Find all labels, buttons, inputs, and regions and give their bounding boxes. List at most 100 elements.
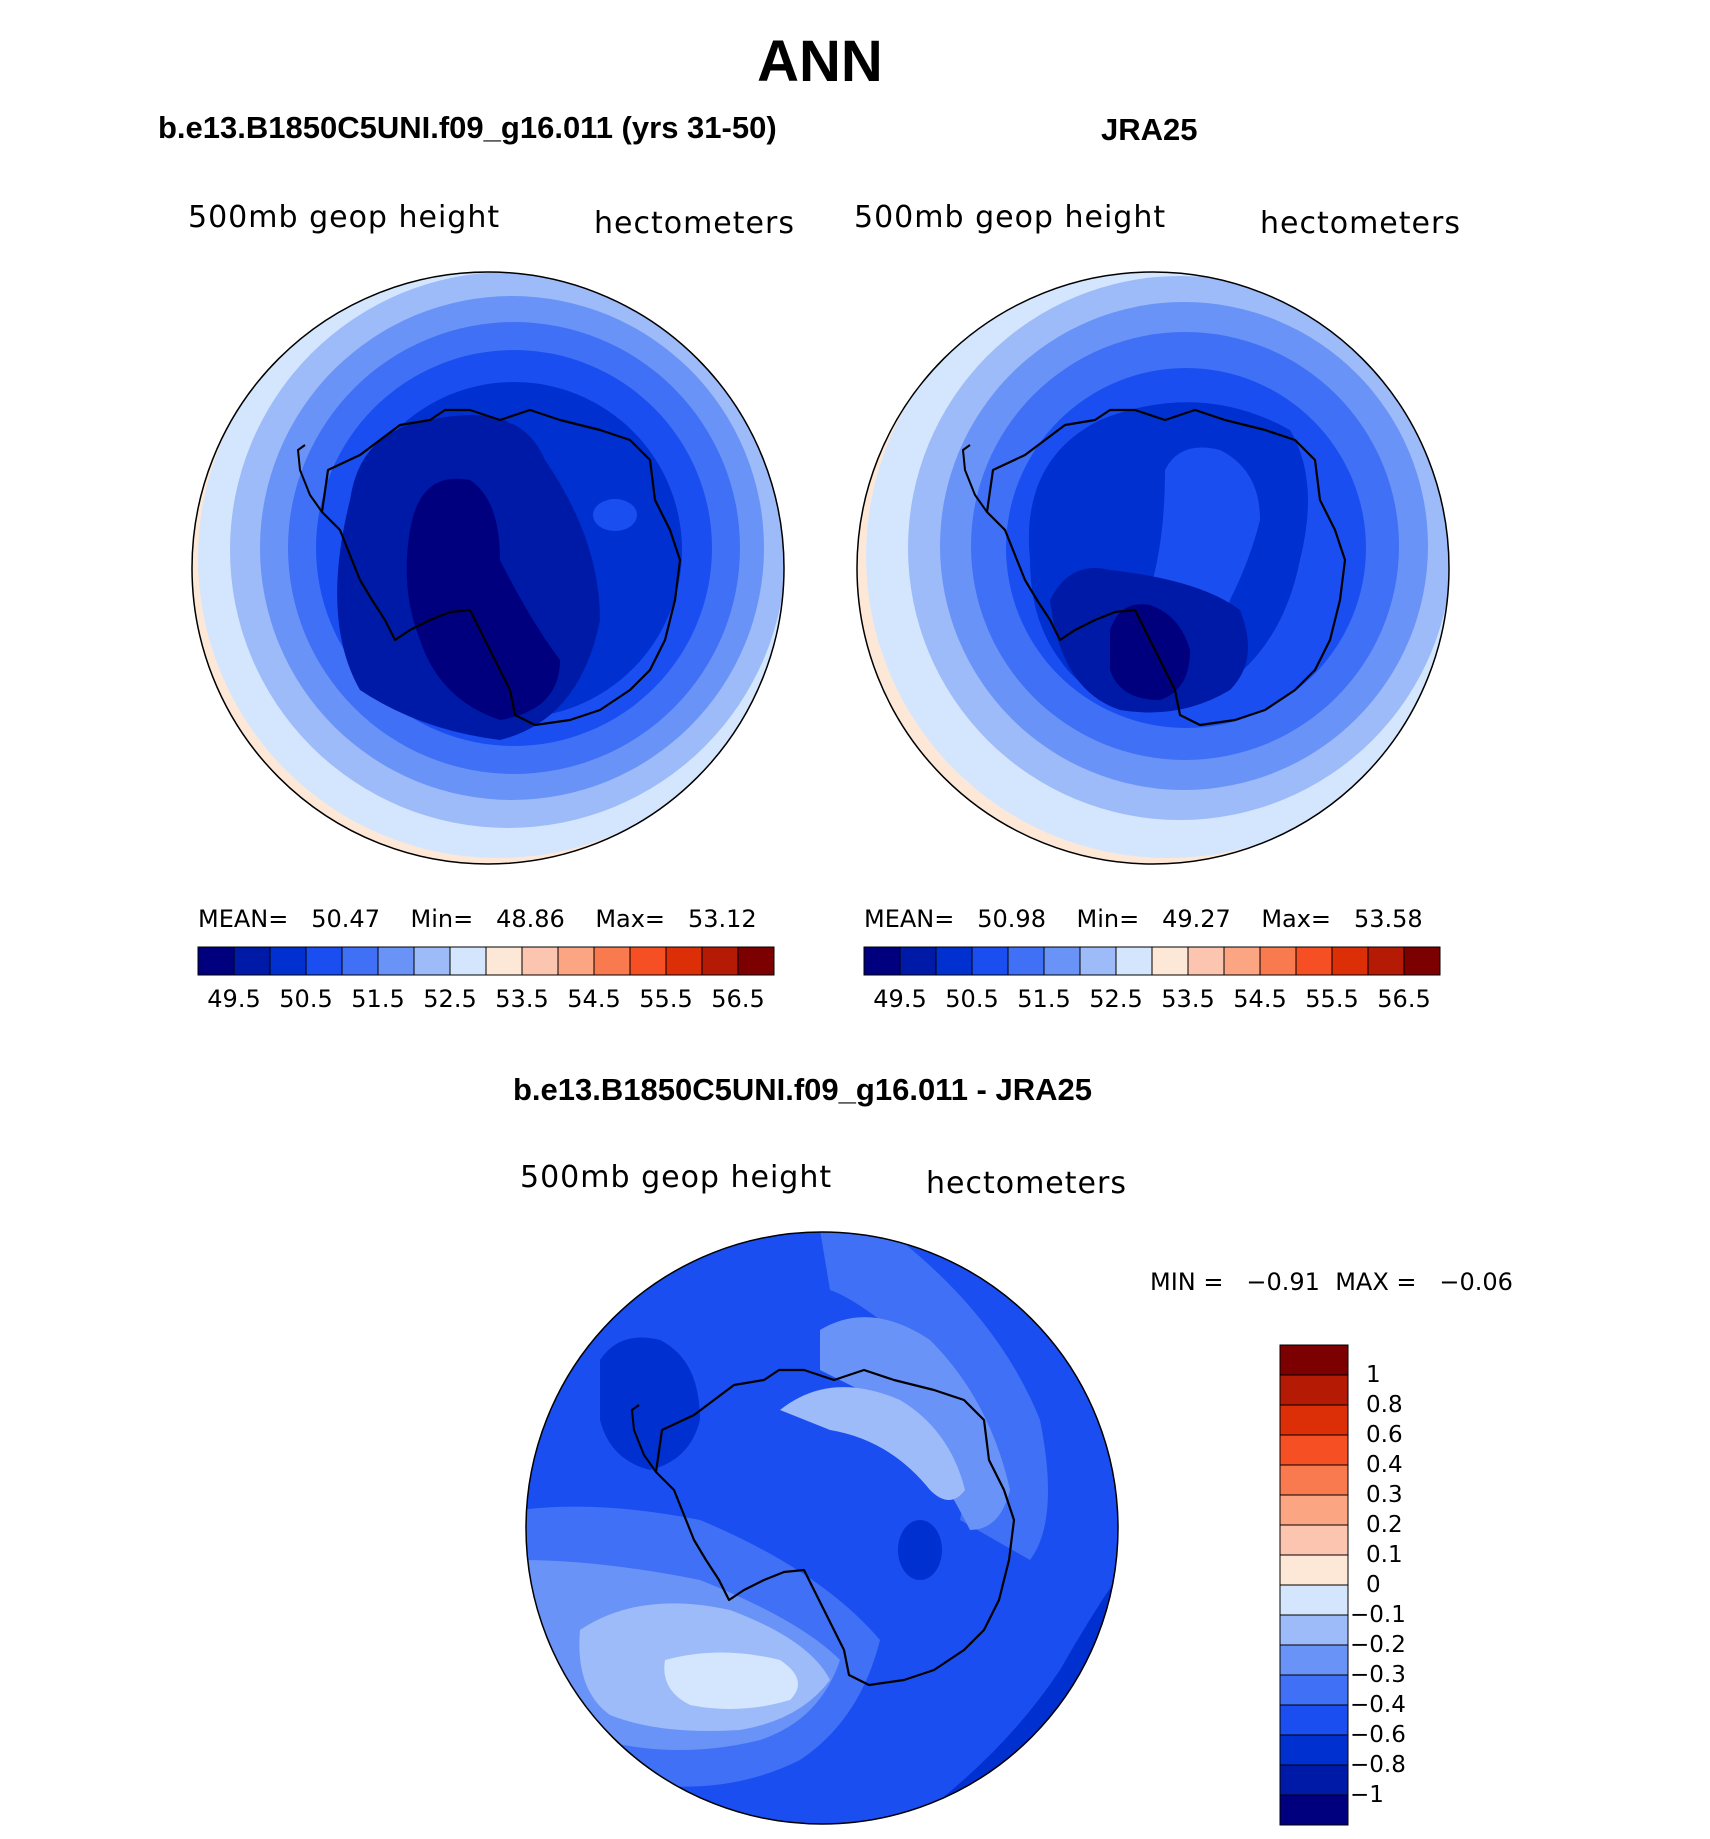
colorbar-swatch [1187,946,1225,976]
colorbar-swatch [1279,1464,1349,1496]
colorbar-swatch [629,946,667,976]
colorbar-swatch [1279,1704,1349,1736]
panel-2-title: JRA25 [1101,112,1198,147]
colorbar-swatch [1151,946,1189,976]
colorbar-swatch [305,946,343,976]
panel-3-min-label: MIN = [1150,1268,1224,1296]
colorbar-swatch [863,946,901,976]
colorbar-tick-label: 0.2 [1366,1512,1403,1538]
colorbar-tick-label: 54.5 [1233,985,1287,1013]
colorbar-swatch [1279,1344,1349,1376]
colorbar-tick-label: 52.5 [1089,985,1143,1013]
colorbar-tick-label: 49.5 [207,985,261,1013]
panel-2-mean-label: MEAN= [864,905,955,933]
colorbar-swatch [593,946,631,976]
panel-3-variable-label: 500mb geop height [520,1160,833,1195]
colorbar-swatch [1279,1554,1349,1586]
panel-1-min-label: Min= [410,905,474,933]
colorbar-swatch [899,946,937,976]
panel-1-mean-label: MEAN= [198,905,289,933]
colorbar-swatch [665,946,703,976]
panel-1-units-label: hectometers [594,206,795,241]
colorbar-tick-label: 0.1 [1366,1542,1403,1568]
panel-2-variable-label: 500mb geop height [854,200,1167,235]
colorbar-swatch [1279,1674,1349,1706]
colorbar-swatch [1279,1374,1349,1406]
panel-3-units-label: hectometers [926,1166,1127,1201]
main-title: ANN [757,29,883,94]
colorbar-swatch [1279,1764,1349,1796]
panel-1-variable-label: 500mb geop height [188,200,501,235]
panel-2-colorbar-labels: 49.5 50.5 51.5 52.5 53.5 54.5 55.5 56.5 [864,985,1440,1015]
colorbar-swatch [1279,1644,1349,1676]
colorbar-swatch [971,946,1009,976]
panel-2-units-label: hectometers [1260,206,1461,241]
panel-2-stats: MEAN= 50.98 Min= 49.27 Max= 53.58 [864,905,1423,933]
colorbar-swatch [233,946,271,976]
panel-1-mean-value: 50.47 [311,905,380,933]
panel-1-max-label: Max= [595,905,666,933]
panel-1-min-value: 48.86 [496,905,565,933]
panel-3-title: b.e13.B1850C5UNI.f09_g16.011 - JRA25 [513,1072,1092,1107]
panel-3-max-value: −0.06 [1439,1268,1513,1296]
panel-1-colorbar-labels: 49.5 50.5 51.5 52.5 53.5 54.5 55.5 56.5 [198,985,774,1015]
panel-3-max-label: MAX = [1335,1268,1417,1296]
colorbar-swatch [1279,1794,1349,1826]
colorbar-swatch [413,946,451,976]
colorbar-tick-label: −1 [1350,1782,1384,1808]
colorbar-tick-label: 0 [1366,1572,1381,1598]
panel-3-stats: MIN = −0.91 MAX = −0.06 [1150,1268,1513,1296]
colorbar-tick-label: 53.5 [495,985,549,1013]
colorbar-swatch [1115,946,1153,976]
panel-2-max-value: 53.58 [1353,905,1423,933]
colorbar-swatch [1223,946,1261,976]
colorbar-tick-label: 56.5 [711,985,765,1013]
colorbar-tick-label: 55.5 [639,985,693,1013]
colorbar-swatch [269,946,307,976]
colorbar-swatch [935,946,973,976]
colorbar-swatch [1403,946,1441,976]
colorbar-tick-label: 1 [1366,1362,1381,1388]
colorbar-swatch [557,946,595,976]
colorbar-swatch [1279,1404,1349,1436]
panel-1-stats: MEAN= 50.47 Min= 48.86 Max= 53.12 [198,905,757,933]
panel-3-colorbar [1279,1344,1349,1826]
colorbar-tick-label: −0.3 [1350,1662,1406,1688]
colorbar-swatch [1279,1524,1349,1556]
colorbar-swatch [1295,946,1333,976]
colorbar-tick-label: 0.4 [1366,1452,1403,1478]
colorbar-tick-label: 50.5 [945,985,999,1013]
panel-1-max-value: 53.12 [687,905,757,933]
colorbar-swatch [377,946,415,976]
colorbar-tick-label: 51.5 [351,985,405,1013]
colorbar-swatch [1279,1494,1349,1526]
colorbar-tick-label: 0.6 [1366,1422,1403,1448]
colorbar-tick-label: −0.2 [1350,1632,1406,1658]
colorbar-swatch [1007,946,1045,976]
colorbar-tick-label: 55.5 [1305,985,1359,1013]
panel-3-colorbar-labels: 1 0.8 0.6 0.4 0.3 0.2 0.1 0 −0.1 −0.2 −0.3 −0.4 −0.6… [1350,1345,1470,1825]
colorbar-swatch [737,946,775,976]
colorbar-tick-label: 51.5 [1017,985,1071,1013]
colorbar-swatch [1279,1434,1349,1466]
colorbar-tick-label: −0.8 [1350,1752,1406,1778]
panel-3-min-value: −0.91 [1246,1268,1320,1296]
colorbar-swatch [341,946,379,976]
colorbar-tick-label: 0.8 [1366,1392,1403,1418]
colorbar-tick-label: 50.5 [279,985,333,1013]
colorbar-swatch [1079,946,1117,976]
colorbar-tick-label: 53.5 [1161,985,1215,1013]
colorbar-swatch [1279,1734,1349,1766]
colorbar-swatch [701,946,739,976]
panel-1-colorbar [197,946,775,976]
colorbar-swatch [521,946,559,976]
colorbar-tick-label: 52.5 [423,985,477,1013]
colorbar-tick-label: 0.3 [1366,1482,1403,1508]
colorbar-swatch [1331,946,1369,976]
colorbar-tick-label: −0.1 [1350,1602,1406,1628]
panel-2-mean-value: 50.98 [977,905,1046,933]
colorbar-swatch [485,946,523,976]
colorbar-tick-label: −0.4 [1350,1692,1406,1718]
colorbar-swatch [1279,1584,1349,1616]
colorbar-swatch [1043,946,1081,976]
